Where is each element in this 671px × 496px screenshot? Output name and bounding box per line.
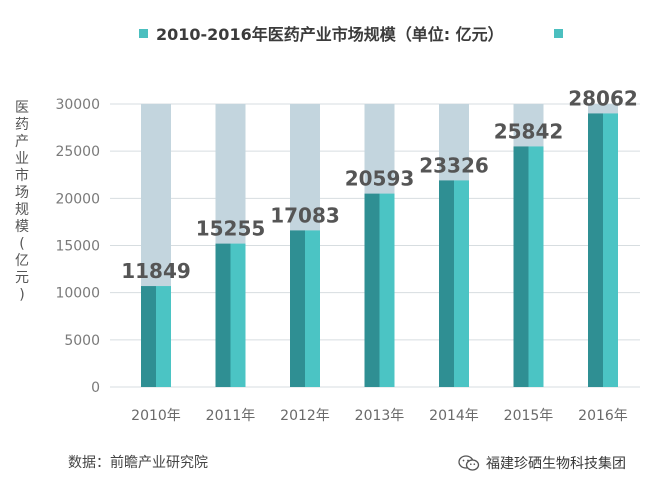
y-axis-label-char: 医 <box>15 100 29 116</box>
bar-light <box>305 230 320 387</box>
bar-light <box>156 286 171 387</box>
data-label: 28062 <box>568 86 638 110</box>
source-note: 数据：前瞻产业研究院 <box>68 455 208 471</box>
y-tick-label: 10000 <box>55 286 100 302</box>
bar-light <box>603 113 618 387</box>
bar-dark <box>290 230 305 387</box>
bar-light <box>230 243 246 387</box>
y-axis-label: 医药产业市场规模(亿元) <box>15 100 29 303</box>
bar-light <box>379 193 395 387</box>
y-axis-label-char: 规 <box>15 202 29 218</box>
y-axis-label-char: 模 <box>15 219 29 235</box>
y-axis-label-char: 市 <box>15 167 29 184</box>
bar-dark <box>215 243 231 387</box>
x-axis-ticks: 2010年 2011年 2012年 2013年 2014年 2015年 2016年 <box>131 408 628 424</box>
bar-dark <box>588 113 603 387</box>
bar-light <box>454 180 469 387</box>
watermark-text: 福建珍硒生物科技集团 <box>486 456 626 472</box>
bar-dark <box>364 193 380 387</box>
x-tick-label: 2013年 <box>355 408 405 424</box>
y-axis-label-char: 业 <box>15 151 29 167</box>
y-axis-ticks: 0 5000 10000 15000 20000 25000 30000 <box>55 97 100 396</box>
chart-title: 2010-2016年医药产业市场规模（单位: 亿元） <box>156 25 504 44</box>
data-label: 23326 <box>419 153 489 177</box>
watermark: 福建珍硒生物科技集团 <box>458 453 626 473</box>
legend: 2010-2016年医药产业市场规模（单位: 亿元） <box>139 25 563 44</box>
y-axis-label-char: 元 <box>15 270 29 286</box>
x-tick-label: 2011年 <box>206 408 256 424</box>
x-tick-label: 2016年 <box>578 408 628 424</box>
x-tick-label: 2010年 <box>131 408 181 424</box>
y-tick-label: 15000 <box>55 239 100 255</box>
data-label: 11849 <box>121 259 191 283</box>
y-tick-label: 30000 <box>55 97 100 113</box>
legend-marker-right <box>554 29 563 38</box>
bars <box>141 104 618 387</box>
y-axis-label-char: 亿 <box>15 253 29 269</box>
bar-light <box>528 146 544 387</box>
bar-dark <box>439 180 454 387</box>
y-axis-label-char: 场 <box>15 185 29 201</box>
bar-dark <box>141 286 156 387</box>
data-label: 20593 <box>345 167 415 191</box>
data-label: 25842 <box>494 119 564 143</box>
data-label: 17083 <box>270 203 340 227</box>
wechat-icon <box>458 455 480 471</box>
y-tick-label: 0 <box>91 380 100 396</box>
y-axis-label-char: 药 <box>15 117 29 133</box>
y-axis-label-char: ) <box>19 287 24 303</box>
x-tick-label: 2012年 <box>280 408 330 424</box>
data-label: 15255 <box>196 217 266 241</box>
y-tick-label: 25000 <box>55 144 100 160</box>
legend-marker-left <box>139 29 148 38</box>
y-axis-label-char: ( <box>19 236 24 252</box>
x-tick-label: 2015年 <box>504 408 554 424</box>
y-axis-label-char: 产 <box>15 134 29 150</box>
y-tick-label: 20000 <box>55 191 100 207</box>
x-tick-label: 2014年 <box>429 408 479 424</box>
bar-dark <box>513 146 529 387</box>
y-tick-label: 5000 <box>64 333 100 349</box>
